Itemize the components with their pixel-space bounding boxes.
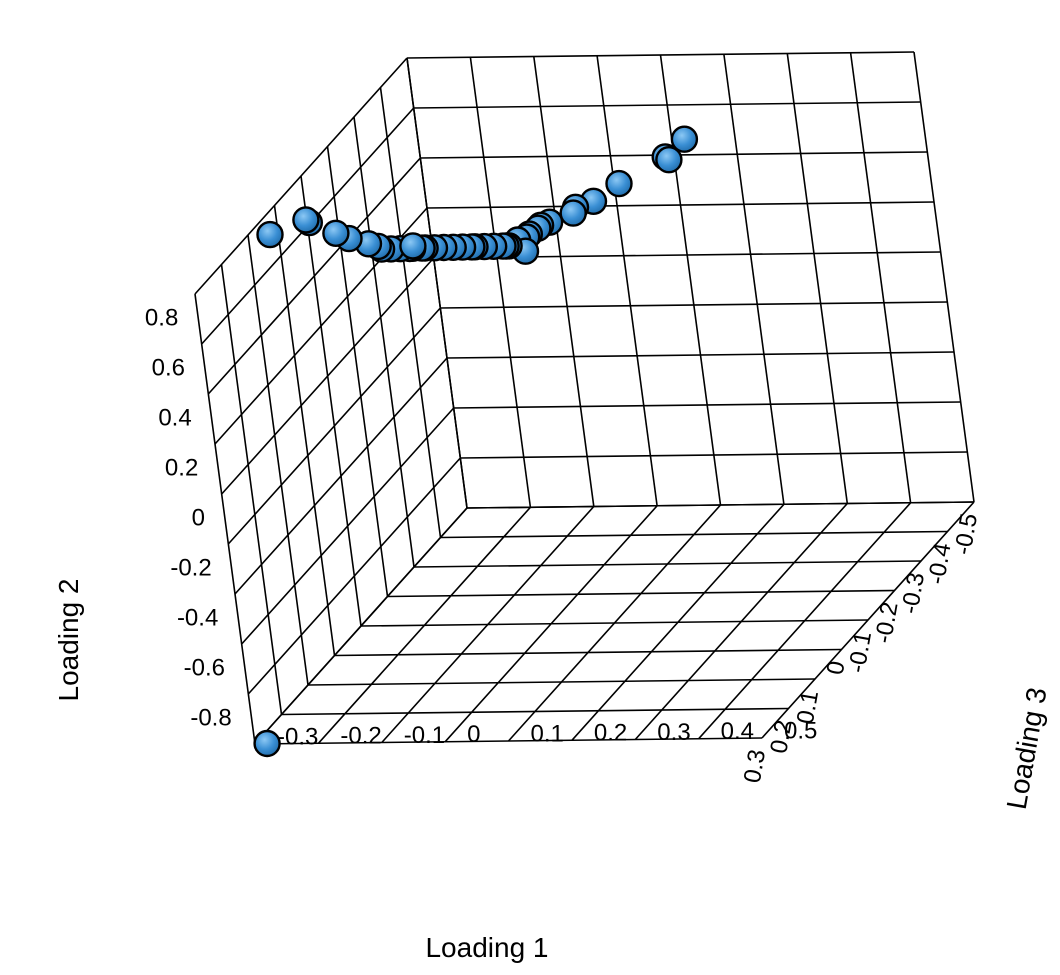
x-axis-title: Loading 1 bbox=[425, 932, 548, 963]
grid-layer bbox=[194, 51, 975, 745]
left-wall-grid-line bbox=[379, 87, 442, 538]
floor-grid-line bbox=[444, 505, 658, 743]
y-tick-label: 0.8 bbox=[145, 304, 178, 331]
floor-grid-line bbox=[381, 505, 595, 744]
left-wall-grid-line bbox=[227, 307, 441, 545]
x-tick-label: 0.1 bbox=[792, 688, 824, 726]
left-wall-grid-line bbox=[247, 234, 309, 686]
right-wall-grid-line bbox=[460, 451, 968, 459]
right-wall-grid-line bbox=[440, 301, 948, 309]
z-axis-title: Loading 3 bbox=[1001, 685, 1053, 812]
floor-grid-line bbox=[507, 504, 722, 742]
left-wall-grid-line bbox=[247, 457, 461, 695]
scatter-point bbox=[253, 729, 281, 758]
floor-grid-line bbox=[634, 502, 848, 741]
z-tick-label: -0.2 bbox=[340, 723, 381, 750]
y-tick-label: 0.4 bbox=[158, 404, 191, 431]
scatter-point bbox=[655, 145, 683, 174]
left-wall-grid-line bbox=[221, 257, 435, 495]
right-wall-grid-line bbox=[446, 351, 955, 359]
left-wall-grid-line bbox=[194, 57, 408, 295]
right-wall-grid-line bbox=[723, 54, 785, 505]
z-tick-labels: -0.3 -0.2 -0.1 0 0.1 0.2 0.3 0.4 0.5 bbox=[277, 717, 817, 750]
scatter-point bbox=[292, 206, 320, 234]
x-tick-labels: -0.5-0.4-0.3-0.2-0.100.10.20.3 bbox=[739, 511, 983, 785]
z-tick-label: 0 bbox=[467, 721, 480, 748]
points-layer bbox=[253, 125, 699, 758]
scatter-point bbox=[256, 220, 284, 249]
right-wall-grid-line bbox=[406, 51, 915, 59]
left-wall-grid-line bbox=[326, 146, 389, 597]
right-wall-grid-line bbox=[596, 55, 658, 506]
left-wall-grid-line bbox=[273, 205, 336, 656]
floor-grid-line bbox=[698, 502, 912, 740]
x-tick-label: 0.3 bbox=[739, 747, 771, 785]
z-tick-label: 0.1 bbox=[531, 720, 564, 747]
z-tick-label: -0.1 bbox=[404, 722, 445, 749]
right-wall-grid-line bbox=[413, 101, 921, 109]
scatter-point bbox=[399, 232, 427, 260]
floor-grid-line bbox=[761, 501, 975, 739]
left-wall-grid-line bbox=[300, 175, 362, 627]
right-wall-grid-line bbox=[849, 52, 912, 503]
y-tick-label: 0 bbox=[192, 504, 205, 531]
y-tick-label: -0.8 bbox=[190, 704, 231, 731]
left-wall-grid-line bbox=[207, 157, 421, 395]
left-wall-grid-line bbox=[353, 116, 415, 568]
scatter-point bbox=[322, 219, 350, 248]
z-tick-label: -0.3 bbox=[277, 723, 318, 750]
scatter-point bbox=[559, 199, 587, 227]
floor-grid-line bbox=[571, 503, 785, 741]
right-wall-grid-line bbox=[659, 54, 722, 506]
z-tick-label: 0.4 bbox=[721, 718, 754, 745]
y-axis-title: Loading 2 bbox=[53, 578, 84, 701]
right-wall-grid-line bbox=[426, 201, 935, 209]
right-wall-grid-line bbox=[453, 401, 961, 409]
x-tick-label: 0.2 bbox=[765, 718, 797, 756]
z-tick-label: 0.5 bbox=[784, 717, 817, 744]
scatter-point bbox=[605, 169, 633, 198]
y-tick-label: 0.2 bbox=[165, 454, 198, 481]
x-tick-label: 0 bbox=[822, 659, 851, 677]
left-wall-grid-line bbox=[194, 293, 256, 745]
y-tick-labels: -0.8 -0.6 -0.4 -0.2 0 0.2 0.4 0.6 0.8 bbox=[145, 304, 232, 731]
z-tick-label: 0.2 bbox=[594, 720, 627, 747]
right-wall-grid-line bbox=[533, 56, 595, 507]
right-wall-grid-line bbox=[786, 53, 849, 504]
floor-grid-line bbox=[317, 506, 531, 744]
y-tick-label: 0.6 bbox=[152, 354, 185, 381]
y-tick-label: -0.6 bbox=[184, 654, 225, 681]
left-wall-grid-line bbox=[241, 407, 455, 645]
right-wall-grid-line bbox=[469, 57, 532, 508]
left-wall-grid-line bbox=[254, 507, 468, 745]
scatter-point bbox=[670, 125, 699, 153]
z-tick-label: 0.3 bbox=[657, 719, 690, 746]
right-wall-grid-line bbox=[466, 501, 975, 509]
right-wall-grid-line bbox=[406, 57, 468, 509]
y-tick-label: -0.2 bbox=[170, 554, 211, 581]
right-wall-grid-line bbox=[913, 51, 975, 503]
left-wall-grid-line bbox=[234, 357, 448, 595]
y-tick-label: -0.4 bbox=[177, 604, 218, 631]
left-wall-grid-line bbox=[220, 264, 283, 715]
